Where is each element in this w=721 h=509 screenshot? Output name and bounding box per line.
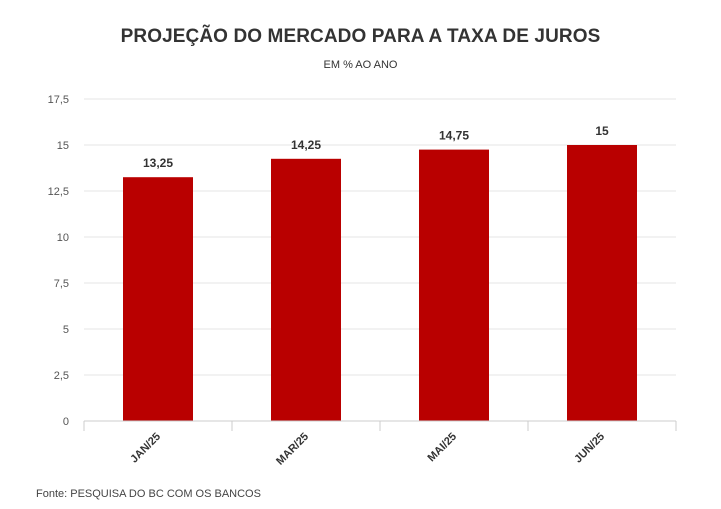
bar [567, 145, 637, 421]
y-tick-label: 12,5 [48, 186, 69, 198]
x-tick-label: JUN/25 [572, 431, 607, 466]
bars [123, 145, 637, 422]
bar [271, 158, 341, 422]
x-tick-label: JAN/25 [128, 431, 163, 466]
y-tick-label: 0 [63, 416, 69, 428]
chart-subtitle: EM % AO ANO [323, 59, 398, 71]
y-tick-label: 7,5 [54, 278, 69, 290]
data-labels: 13,25 14,25 14,75 15 [143, 124, 609, 170]
data-label: 15 [595, 124, 609, 138]
data-label: 13,25 [143, 156, 173, 170]
y-tick-label: 5 [63, 324, 69, 336]
y-tick-label: 10 [57, 232, 69, 244]
y-tick-label: 2,5 [54, 370, 69, 382]
x-tick-label: MAI/25 [426, 431, 460, 465]
x-axis: JAN/25 MAR/25 MAI/25 JUN/25 [83, 420, 677, 468]
data-label: 14,75 [439, 129, 469, 143]
data-label: 14,25 [291, 138, 321, 152]
x-tick-label: MAR/25 [274, 431, 311, 468]
y-axis-tick-labels: 0 2,5 5 7,5 10 12,5 15 17,5 [48, 94, 69, 428]
chart-title: PROJEÇÃO DO MERCADO PARA A TAXA DE JUROS [120, 26, 601, 47]
y-tick-label: 17,5 [48, 94, 69, 106]
bar [123, 177, 193, 421]
bar [419, 149, 489, 421]
y-tick-label: 15 [57, 140, 69, 152]
source-note: Fonte: PESQUISA DO BC COM OS BANCOS [36, 488, 261, 500]
